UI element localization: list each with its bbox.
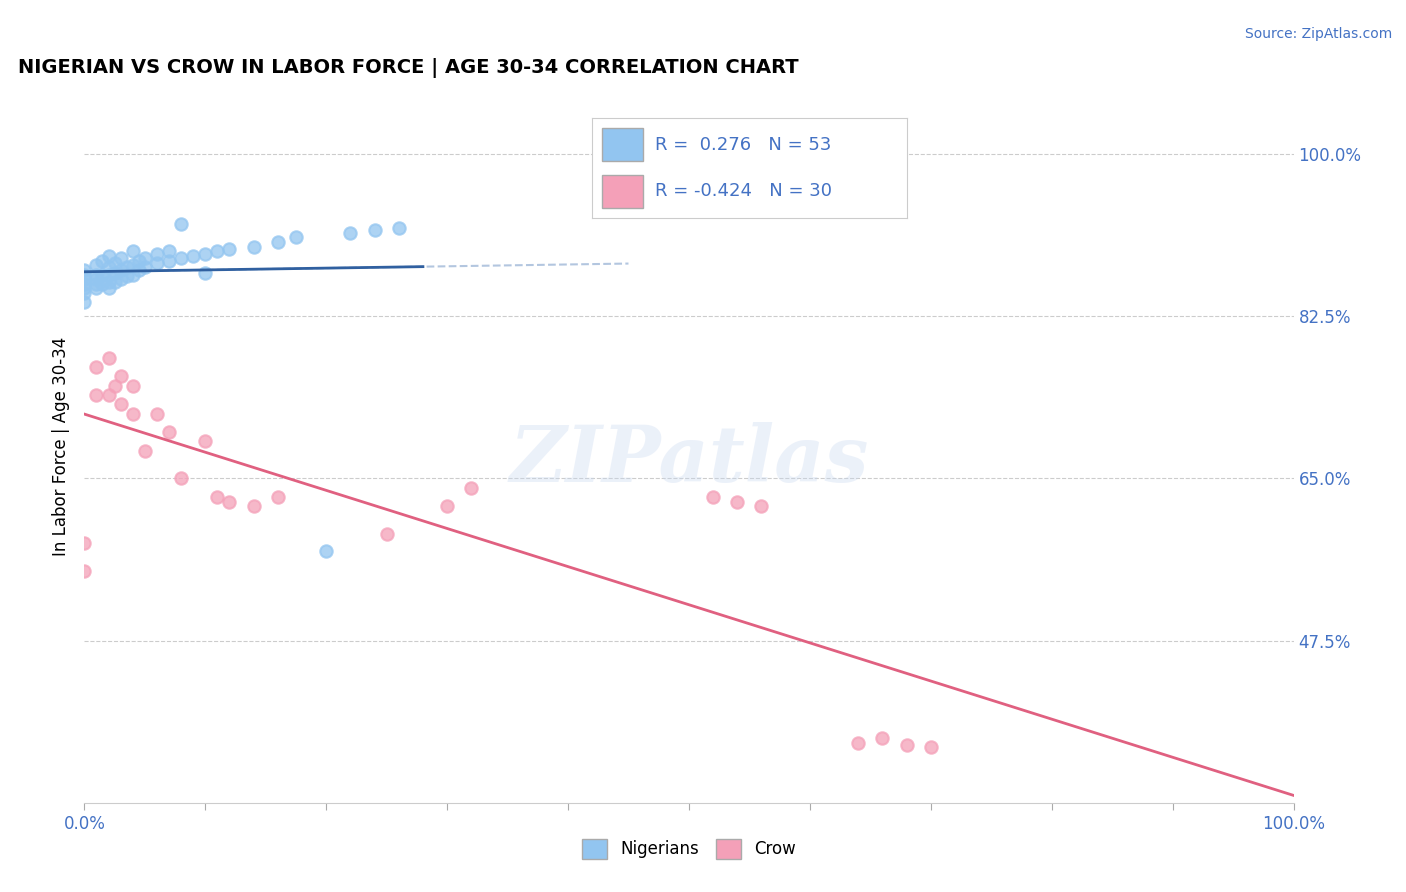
- Point: [121, 258, 143, 272]
- Point: [339, 226, 361, 240]
- Point: [207, 244, 229, 259]
- Point: [157, 253, 180, 268]
- Point: [375, 527, 398, 541]
- Point: [267, 490, 290, 504]
- Point: [110, 263, 132, 277]
- Point: [194, 434, 217, 449]
- Point: [920, 740, 942, 755]
- Point: [751, 500, 773, 514]
- Point: [97, 249, 120, 263]
- Text: R = -0.424   N = 30: R = -0.424 N = 30: [655, 182, 832, 200]
- Point: [104, 256, 127, 270]
- Text: NIGERIAN VS CROW IN LABOR FORCE | AGE 30-34 CORRELATION CHART: NIGERIAN VS CROW IN LABOR FORCE | AGE 30…: [18, 57, 799, 78]
- Point: [146, 247, 169, 261]
- Point: [73, 268, 96, 282]
- Point: [121, 378, 143, 392]
- Point: [91, 268, 114, 282]
- Point: [73, 295, 96, 310]
- Point: [242, 500, 264, 514]
- Point: [110, 397, 132, 411]
- Point: [110, 272, 132, 286]
- Point: [86, 388, 108, 402]
- Point: [91, 277, 114, 291]
- Point: [363, 223, 385, 237]
- Point: [146, 407, 169, 421]
- Point: [128, 253, 150, 268]
- Point: [896, 739, 918, 753]
- Point: [134, 251, 156, 265]
- Point: [460, 481, 482, 495]
- Point: [86, 268, 108, 282]
- Point: [86, 277, 108, 291]
- Point: [170, 471, 193, 485]
- Point: [110, 251, 132, 265]
- Text: ZIPatlas: ZIPatlas: [509, 422, 869, 499]
- Point: [170, 251, 193, 265]
- Point: [86, 258, 108, 272]
- Point: [157, 244, 180, 259]
- Point: [194, 266, 217, 280]
- Point: [86, 272, 108, 286]
- Point: [97, 268, 120, 282]
- Text: R =  0.276   N = 53: R = 0.276 N = 53: [655, 136, 831, 153]
- Point: [702, 490, 724, 504]
- Point: [115, 260, 138, 274]
- Point: [146, 256, 169, 270]
- Point: [388, 221, 411, 235]
- Point: [134, 260, 156, 274]
- Point: [110, 369, 132, 384]
- Point: [121, 268, 143, 282]
- Point: [97, 351, 120, 365]
- Point: [242, 240, 264, 254]
- Point: [170, 217, 193, 231]
- Point: [73, 277, 96, 291]
- Point: [218, 494, 240, 508]
- Point: [436, 500, 458, 514]
- Point: [207, 490, 229, 504]
- Point: [97, 281, 120, 295]
- Point: [73, 263, 96, 277]
- Point: [73, 286, 96, 301]
- Point: [846, 735, 869, 749]
- Point: [73, 272, 96, 286]
- Point: [134, 443, 156, 458]
- Point: [285, 230, 308, 244]
- Point: [91, 253, 114, 268]
- Point: [97, 260, 120, 274]
- Point: [872, 731, 894, 745]
- Text: Source: ZipAtlas.com: Source: ZipAtlas.com: [1244, 27, 1392, 41]
- Point: [73, 536, 96, 550]
- Point: [121, 244, 143, 259]
- FancyBboxPatch shape: [602, 128, 643, 161]
- Point: [73, 564, 96, 578]
- Point: [97, 388, 120, 402]
- FancyBboxPatch shape: [602, 175, 643, 208]
- Y-axis label: In Labor Force | Age 30-34: In Labor Force | Age 30-34: [52, 336, 70, 556]
- Point: [97, 275, 120, 289]
- Point: [115, 269, 138, 284]
- Point: [315, 543, 337, 558]
- Point: [121, 407, 143, 421]
- Point: [104, 275, 127, 289]
- Point: [86, 360, 108, 375]
- Point: [73, 281, 96, 295]
- Point: [725, 494, 748, 508]
- Legend: Nigerians, Crow: Nigerians, Crow: [575, 832, 803, 866]
- Point: [86, 281, 108, 295]
- Point: [267, 235, 290, 249]
- Point: [104, 266, 127, 280]
- Point: [181, 249, 204, 263]
- Point: [128, 263, 150, 277]
- Point: [157, 425, 180, 439]
- Point: [104, 378, 127, 392]
- Point: [194, 247, 217, 261]
- Point: [218, 242, 240, 256]
